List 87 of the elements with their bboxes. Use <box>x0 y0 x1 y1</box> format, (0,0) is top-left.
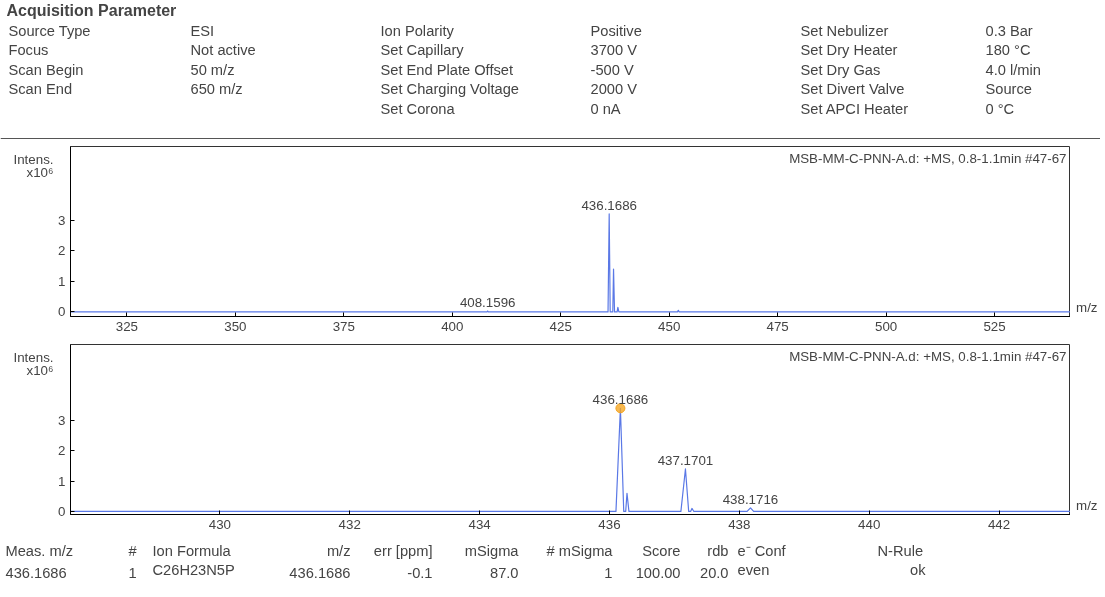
source-note: Source Type <box>8 22 91 39</box>
text: 100.00 <box>635 564 681 581</box>
text: Set Dry Gas <box>800 61 881 78</box>
text: # <box>128 542 138 559</box>
y-tick-label: 0 <box>58 503 66 519</box>
annotation: 437.1701 <box>657 452 714 468</box>
y-tick-label: 1 <box>58 473 66 489</box>
y-tick-label: 3 <box>58 412 66 428</box>
x-tick-label: 500 <box>875 318 898 334</box>
text: Focus <box>8 42 49 58</box>
text: 0 °C <box>985 100 1015 117</box>
text: 650 m/z <box>190 81 243 97</box>
text: C26H23N5P <box>152 561 235 578</box>
x-tick-label: 430 <box>208 516 231 532</box>
text: Set Dry Heater <box>800 42 898 58</box>
text: Source <box>985 81 1032 97</box>
annotation: 438.1716 <box>722 491 779 507</box>
annotation: 408.1596 <box>459 294 516 310</box>
x-tick-label: 442 <box>987 516 1011 532</box>
x-tick-label: 438 <box>728 516 751 532</box>
x-axis-title: m/z <box>1076 300 1098 316</box>
x-tick-label: 425 <box>549 318 572 334</box>
line-series <box>70 213 1070 313</box>
y-tick-label: 2 <box>58 243 66 259</box>
text: Scan Begin <box>8 61 84 78</box>
text: Acquisition Parameter <box>6 1 177 19</box>
y-axis-title: Intens. x10⁶ <box>13 151 54 181</box>
y-tick-label: 3 <box>58 212 66 228</box>
x-tick-label: 436 <box>598 516 621 532</box>
text: 0.3 Bar <box>985 22 1033 39</box>
text: 87.0 <box>489 564 519 581</box>
x-tick-label: 475 <box>766 318 789 334</box>
x-tick-label: 525 <box>983 318 1006 334</box>
text: Set End Plate Offset <box>380 61 514 78</box>
text: 4.0 l/min <box>985 61 1041 78</box>
text: 436.1686 <box>289 564 351 581</box>
text: Meas. m/z <box>5 542 74 559</box>
text: Positive <box>590 22 642 39</box>
text: 3700 V <box>590 42 638 58</box>
chart-subtitle: MSB-MM-C-PNN-A.d: +MS, 0.8-1.1min #47-67 <box>789 150 1067 166</box>
text: 50 m/z <box>190 61 235 78</box>
text: Ion Formula <box>152 542 232 559</box>
text: -500 V <box>590 61 634 78</box>
x-tick-label: 450 <box>658 318 681 334</box>
text: mSigma <box>464 542 520 559</box>
text: even <box>737 561 770 578</box>
text: 2000 V <box>590 81 638 97</box>
x-tick-label: 432 <box>338 516 361 532</box>
chart-subtitle: MSB-MM-C-PNN-A.d: +MS, 0.8-1.1min #47-67 <box>789 348 1067 364</box>
text: 1 <box>604 564 613 581</box>
text: Ion Polarity <box>380 22 455 39</box>
text: 20.0 <box>699 564 729 581</box>
text: rdb <box>707 542 729 559</box>
text: # mSigma <box>546 542 614 559</box>
x-tick-label: 375 <box>332 318 355 334</box>
x-axis-title: m/z <box>1076 498 1098 514</box>
text: Set Capillary <box>380 42 465 58</box>
text: Not active <box>190 42 256 58</box>
text: ok <box>910 561 927 578</box>
x-tick-label: 400 <box>441 318 464 334</box>
text: Set Nebulizer <box>800 22 889 39</box>
annotation: 436.1686 <box>581 197 637 213</box>
y-tick-label: 1 <box>58 273 66 289</box>
text: 180 °C <box>985 42 1031 58</box>
text: Set Divert Valve <box>800 81 905 97</box>
y-tick-label: 2 <box>58 443 66 459</box>
x-tick-label: 350 <box>224 318 247 334</box>
text: N-Rule <box>877 542 924 559</box>
x-tick-label: 440 <box>858 516 881 532</box>
x-tick-label: 325 <box>115 318 139 334</box>
text: Set APCI Heater <box>800 100 909 117</box>
text: err [ppm] <box>373 542 433 559</box>
text: Set Corona <box>380 100 456 117</box>
x-tick-label: 434 <box>468 516 492 532</box>
text: ESI <box>190 22 215 39</box>
y-tick-label: 0 <box>58 304 66 320</box>
text: e⁻ Conf <box>737 542 787 559</box>
text: 0 nA <box>590 100 621 117</box>
text: 436.1686 <box>5 564 67 581</box>
y-axis-title: Intens. x10⁶ <box>13 349 54 379</box>
text: 1 <box>128 564 137 581</box>
annotation: 436.1686 <box>592 392 649 408</box>
text: Set Charging Voltage <box>380 81 520 97</box>
text: -0.1 <box>407 564 433 581</box>
text: m/z <box>326 542 351 559</box>
text: Scan End <box>8 81 73 97</box>
text: Score <box>642 542 681 559</box>
